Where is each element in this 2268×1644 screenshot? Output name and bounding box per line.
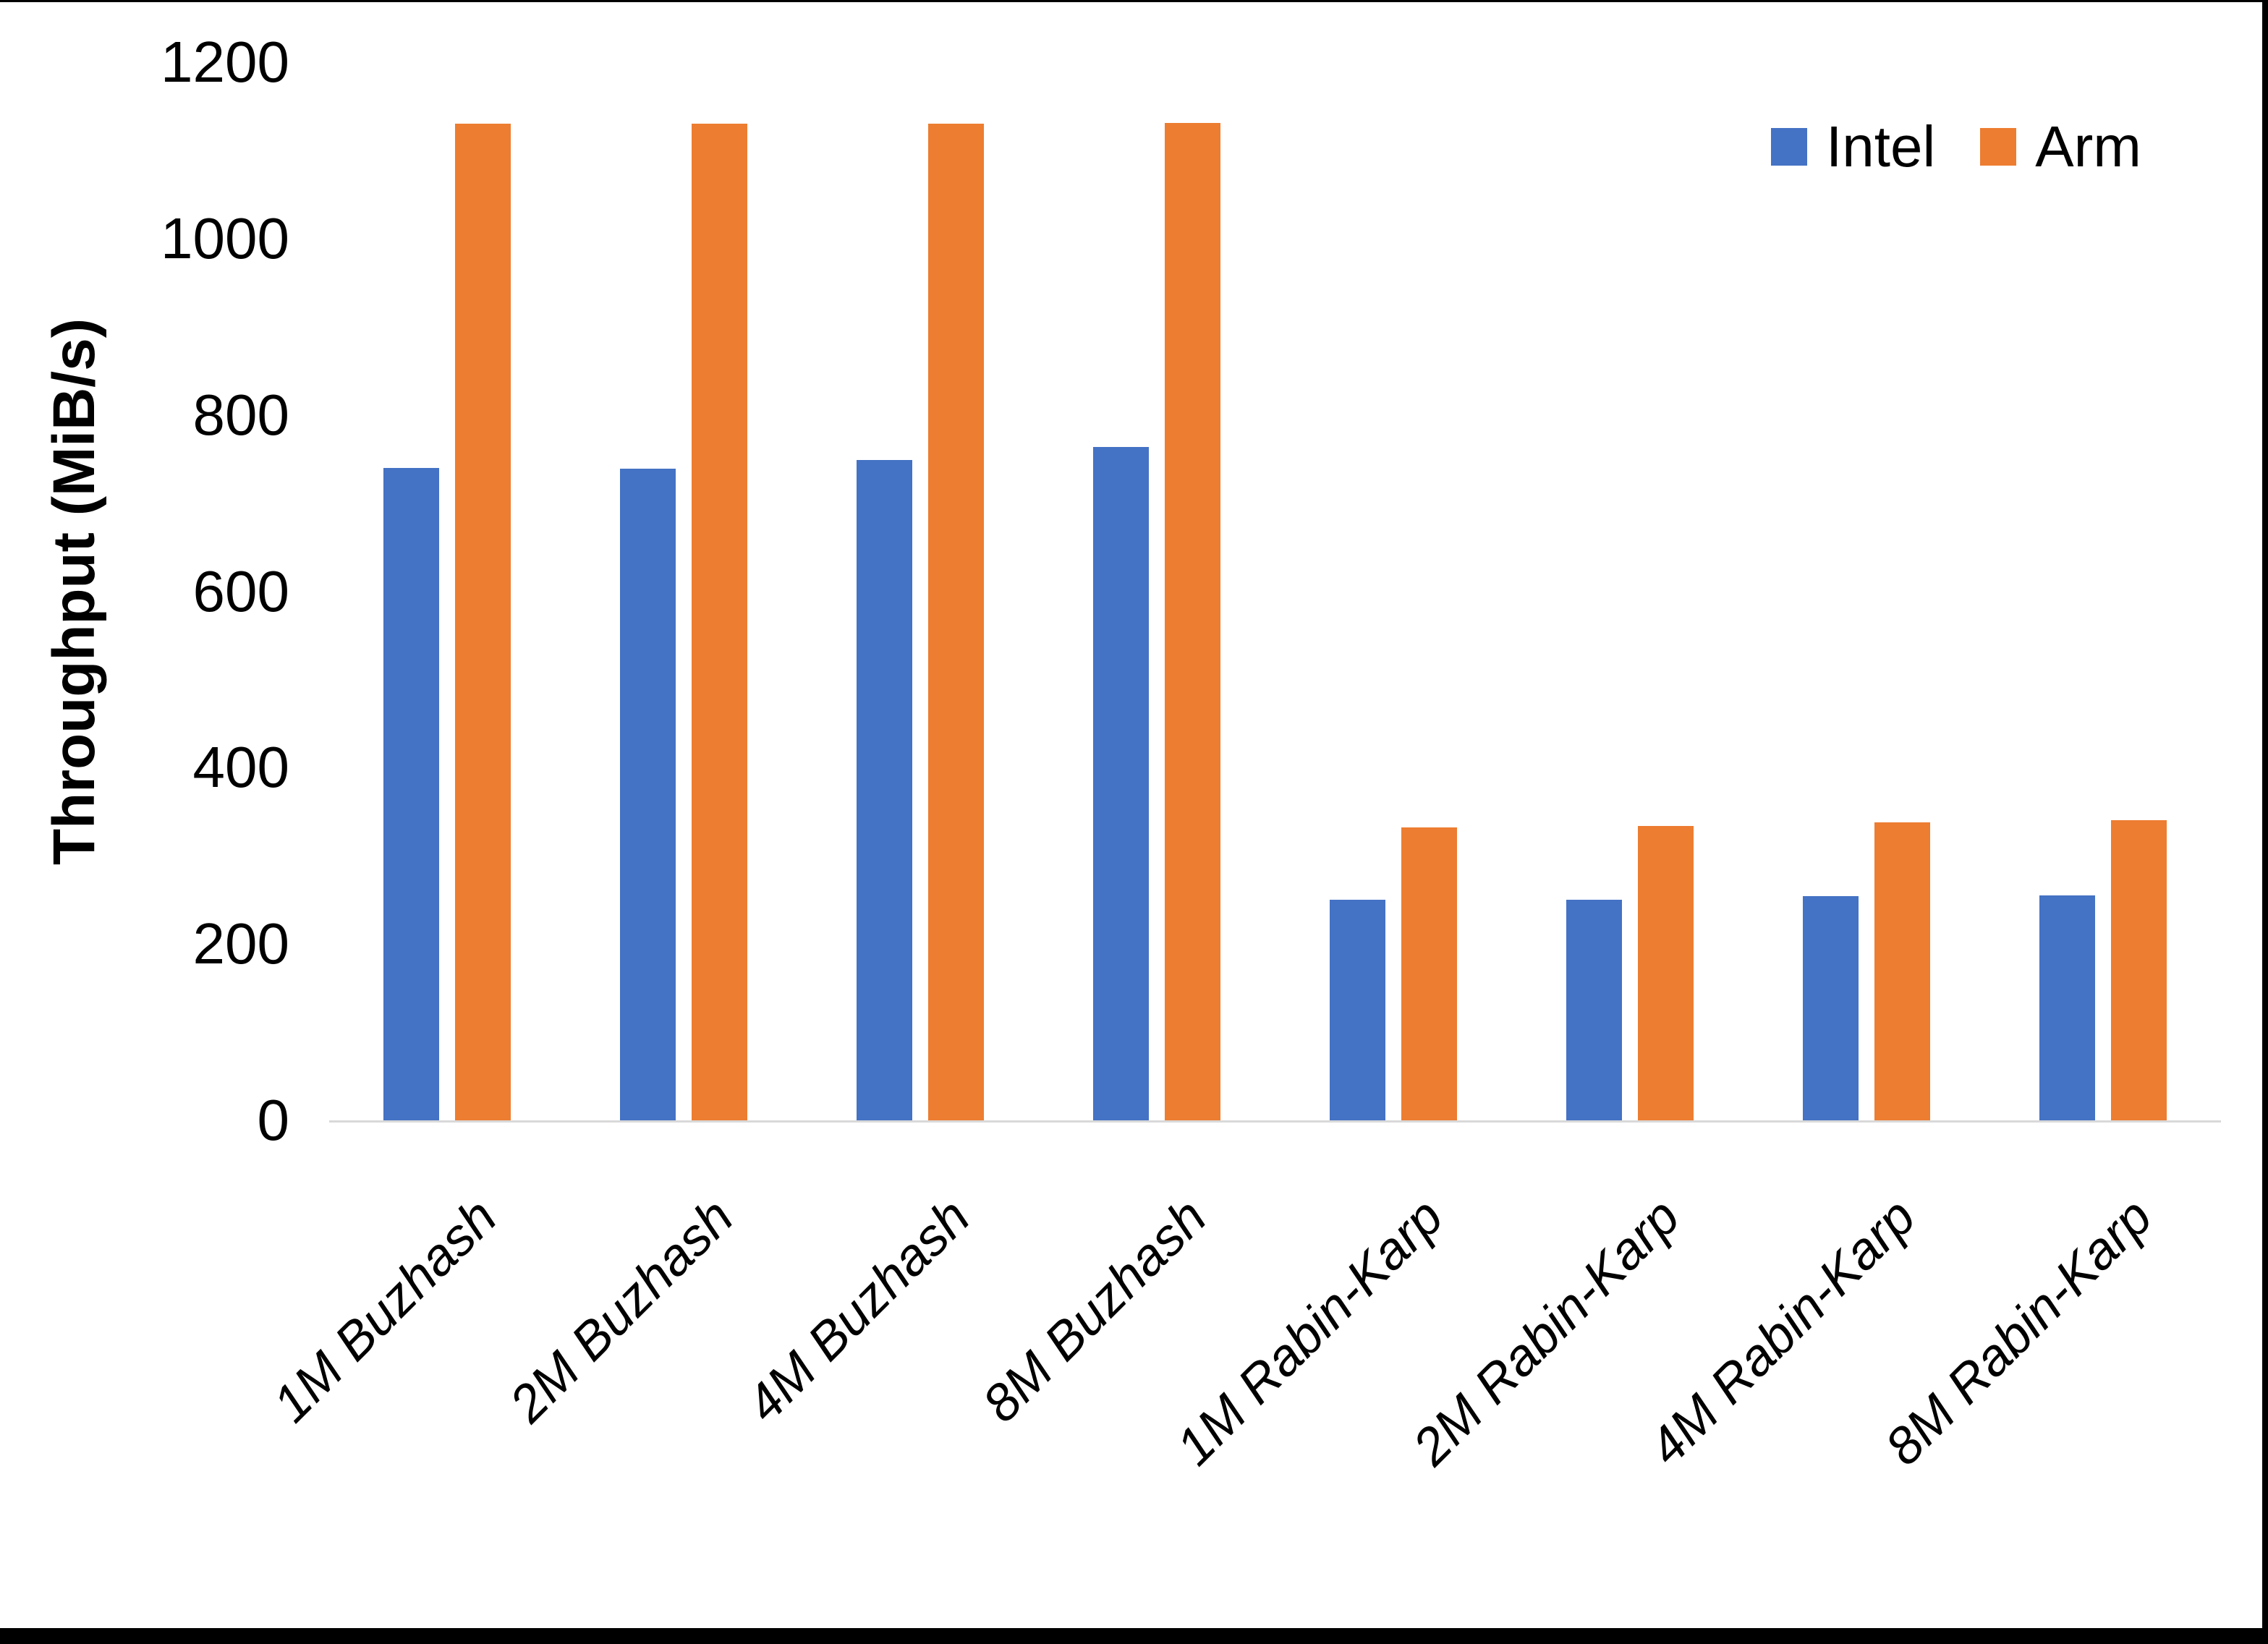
bar-arm-8m-buzhash (1165, 123, 1221, 1120)
bar-group-8m-buzhash (1039, 62, 1275, 1120)
y-tick-label-400: 400 (192, 735, 289, 800)
y-tick-label-200: 200 (192, 911, 289, 976)
x-label-4m-buzhash: 4M Buzhash (735, 1188, 981, 1434)
bar-intel-2m-buzhash (620, 469, 676, 1120)
bar-intel-2m-rabin-karp (1566, 900, 1622, 1120)
y-tick-label-0: 0 (257, 1088, 290, 1152)
bar-intel-4m-rabin-karp (1802, 896, 1859, 1120)
bar-intel-1m-rabin-karp (1329, 900, 1385, 1120)
plot-area (329, 62, 2221, 1123)
legend-item-intel: Intel (1771, 118, 1935, 176)
legend-label-intel: Intel (1826, 114, 1936, 179)
bar-group-4m-rabin-karp (1748, 62, 1984, 1120)
bar-arm-4m-rabin-karp (1874, 822, 1930, 1120)
bar-arm-8m-rabin-karp (2110, 820, 2167, 1120)
bar-intel-4m-buzhash (857, 459, 913, 1120)
y-axis-tick-labels: 0 200 400 600 800 1000 1200 (65, 33, 289, 1149)
bar-group-1m-rabin-karp (1275, 62, 1512, 1120)
legend: Intel Arm (1771, 118, 2141, 176)
legend-item-arm: Arm (1980, 118, 2141, 176)
bar-group-2m-buzhash (566, 62, 802, 1120)
bar-arm-1m-rabin-karp (1401, 827, 1457, 1120)
bar-intel-8m-buzhash (1093, 446, 1150, 1120)
bar-group-4m-buzhash (802, 62, 1039, 1120)
x-label-1m-buzhash: 1M Buzhash (262, 1188, 509, 1434)
bar-arm-2m-rabin-karp (1637, 825, 1694, 1120)
bar-arm-1m-buzhash (455, 124, 511, 1120)
x-label-2m-buzhash: 2M Buzhash (498, 1188, 745, 1434)
y-tick-label-1000: 1000 (161, 205, 289, 271)
legend-label-arm: Arm (2035, 114, 2141, 179)
bar-arm-2m-buzhash (692, 124, 748, 1120)
x-label-8m-buzhash: 8M Buzhash (972, 1188, 1218, 1434)
legend-swatch-arm (1980, 128, 2017, 166)
bar-intel-1m-buzhash (383, 467, 440, 1120)
legend-swatch-intel (1771, 128, 1807, 166)
y-tick-label-800: 800 (192, 382, 289, 447)
bar-group-8m-rabin-karp (1984, 62, 2221, 1120)
bar-group-1m-buzhash (329, 62, 566, 1120)
bar-group-2m-rabin-karp (1511, 62, 1748, 1120)
y-tick-label-600: 600 (192, 558, 289, 623)
bar-arm-4m-buzhash (928, 124, 985, 1120)
x-axis-line (329, 1120, 2221, 1123)
bar-intel-8m-rabin-karp (2039, 895, 2095, 1120)
y-tick-label-1200: 1200 (161, 30, 289, 94)
